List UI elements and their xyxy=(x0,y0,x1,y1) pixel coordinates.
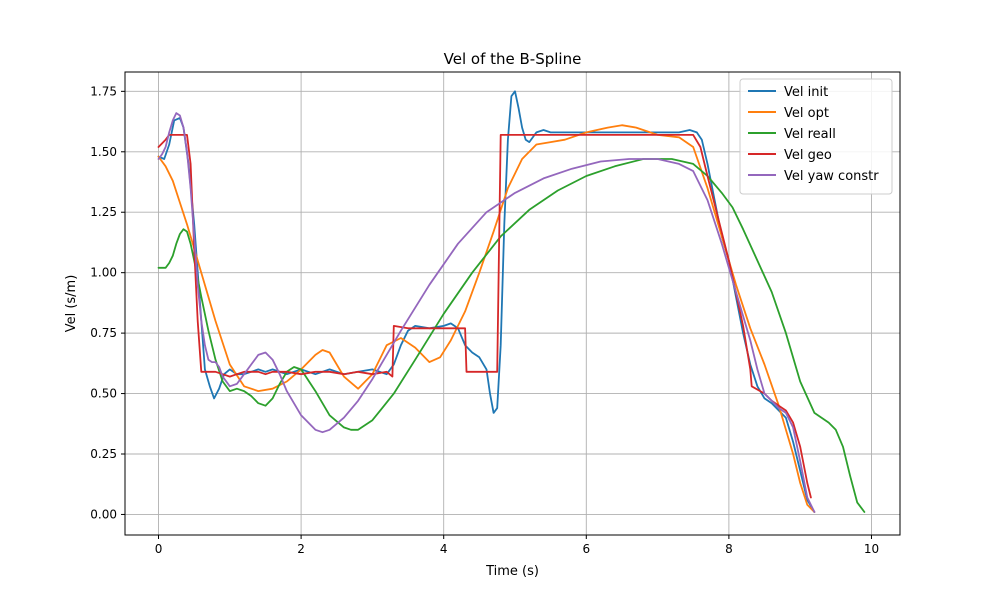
plot-frame xyxy=(124,71,901,536)
axis-ticks: 0 2 4 6 8 10 0.00 0.25 0.50 0.75 1.00 1.25 1.50 1.75 xyxy=(90,84,879,556)
y-tick-label: 0.25 xyxy=(90,447,117,461)
plot-lines xyxy=(157,90,866,513)
x-tick-label: 0 xyxy=(155,542,163,556)
y-tick-label: 0.00 xyxy=(90,507,117,521)
x-axis-label: Time (s) xyxy=(485,564,539,579)
y-tick-label: 1.25 xyxy=(90,205,117,219)
legend-entry: Vel yaw constr xyxy=(784,169,879,184)
legend: Vel init Vel opt Vel reall Vel geo Vel yaw c… xyxy=(739,78,893,195)
legend-entry: Vel init xyxy=(784,85,828,100)
x-tick-label: 4 xyxy=(440,542,448,556)
y-tick-label: 1.00 xyxy=(90,266,117,280)
series-line-vel-geo xyxy=(157,133,812,499)
y-tick-label: 0.75 xyxy=(90,326,117,340)
series-line-vel-opt xyxy=(157,124,816,513)
legend-entry: Vel geo xyxy=(784,148,832,163)
x-tick-label: 6 xyxy=(582,542,590,556)
chart-title: Vel of the B-Spline xyxy=(444,50,582,68)
series-line-vel-reall xyxy=(157,158,866,513)
legend-box xyxy=(739,78,893,195)
y-axis-label: Vel (s/m) xyxy=(64,275,79,333)
x-tick-label: 2 xyxy=(297,542,305,556)
series-line-vel-init xyxy=(157,90,816,513)
y-tick-label: 1.75 xyxy=(90,84,117,98)
x-tick-label: 8 xyxy=(725,542,733,556)
x-tick-label: 10 xyxy=(864,542,879,556)
y-tick-label: 0.50 xyxy=(90,387,117,401)
legend-entry: Vel opt xyxy=(784,106,829,121)
legend-entry: Vel reall xyxy=(784,127,836,142)
series-line-vel-yaw-constr xyxy=(157,112,816,513)
y-tick-label: 1.50 xyxy=(90,145,117,159)
